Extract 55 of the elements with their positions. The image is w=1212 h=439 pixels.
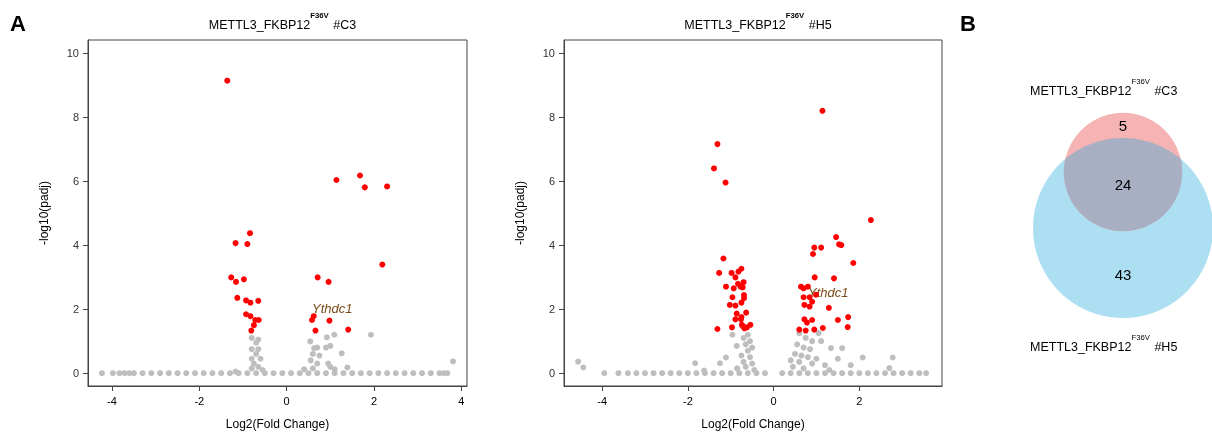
x-tick-label: -2 xyxy=(194,394,205,407)
point xyxy=(228,274,235,281)
y-tick-label: 0 xyxy=(548,367,555,380)
y-tick-label: 2 xyxy=(548,303,555,316)
data-label: 24 xyxy=(1114,176,1132,194)
x-tick-label: 0 xyxy=(283,394,290,407)
y-tick-label: 0 xyxy=(72,367,79,380)
point xyxy=(224,77,231,84)
y-axis-title: -log10(padj) xyxy=(513,180,527,246)
point xyxy=(326,317,333,324)
x-tick-label: 2 xyxy=(856,394,863,407)
y-tick-label: 6 xyxy=(548,174,555,187)
x-axis-title: Log2(Fold Change) xyxy=(701,417,805,431)
x-tick-label: -4 xyxy=(107,394,117,407)
y-tick-label: 4 xyxy=(72,239,79,252)
point xyxy=(309,317,315,323)
point xyxy=(232,240,239,247)
point xyxy=(314,274,321,281)
data-label: 43 xyxy=(1114,266,1132,284)
x-tick-label: 0 xyxy=(770,394,777,407)
point xyxy=(240,276,247,283)
text: A xyxy=(10,10,26,36)
y-tick-label: 4 xyxy=(548,239,555,252)
y-tick-label: 6 xyxy=(72,174,79,187)
y-axis-title: -log10(padj) xyxy=(37,180,51,246)
text: B xyxy=(960,10,976,36)
point xyxy=(361,184,368,191)
annotation: Ythdc1 xyxy=(808,284,849,300)
point xyxy=(255,297,262,304)
point xyxy=(234,294,241,301)
x-axis-title: Log2(Fold Change) xyxy=(225,417,330,431)
point xyxy=(250,322,257,329)
point xyxy=(357,172,364,179)
point xyxy=(244,241,251,248)
point xyxy=(247,230,253,237)
x-tick-label: -4 xyxy=(597,394,608,407)
point xyxy=(233,278,240,285)
point xyxy=(247,313,254,320)
y-tick-label: 8 xyxy=(548,110,555,123)
point xyxy=(325,278,332,285)
point xyxy=(312,327,319,334)
point xyxy=(345,326,352,333)
x-tick-label: 4 xyxy=(458,394,465,407)
y-tick-label: 10 xyxy=(542,46,555,59)
y-tick-label: 8 xyxy=(72,110,79,123)
annotation: Ythdc1 xyxy=(312,300,353,316)
point xyxy=(247,299,254,306)
x-tick-label: -2 xyxy=(682,394,693,407)
y-tick-label: 2 xyxy=(72,303,79,316)
point xyxy=(384,183,391,190)
x-tick-label: 2 xyxy=(370,394,378,407)
y-tick-label: 10 xyxy=(66,46,79,59)
point xyxy=(333,177,340,183)
point xyxy=(243,311,250,318)
data-label: 5 xyxy=(1118,116,1128,134)
